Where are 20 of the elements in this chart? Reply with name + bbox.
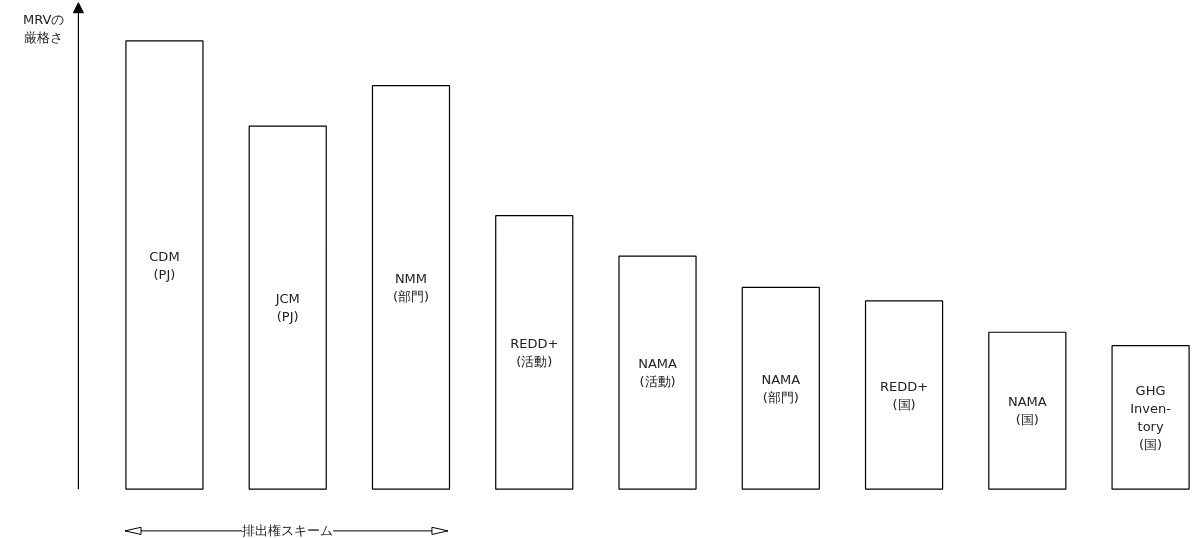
bar [741, 286, 820, 490]
y-axis-title: MRVの厳格さ [22, 11, 65, 45]
x-tick-label: REDD+ (活動) [510, 335, 559, 369]
bar [618, 255, 697, 490]
x-tick-label: NAMA (国) [1007, 394, 1047, 428]
x-tick-label: NAMA (活動) [638, 356, 677, 390]
x-tick-label: JCM (PJ) [274, 291, 300, 325]
x-tick-label: NAMA (部門) [761, 371, 801, 405]
bar [864, 300, 944, 490]
bar [125, 40, 204, 490]
x-tick-label: GHG Inven- tory (国) [1130, 382, 1172, 452]
x-tick-label: NMM (部門) [392, 270, 430, 304]
x-tick-label: CDM (PJ) [149, 248, 180, 282]
bar [988, 331, 1067, 490]
text: 排出権スキーム [242, 523, 334, 538]
bar [495, 215, 574, 490]
x-tick-label: REDD+ (国) [879, 378, 929, 412]
bar [371, 85, 451, 490]
bar [1111, 345, 1190, 490]
bar [248, 125, 327, 490]
